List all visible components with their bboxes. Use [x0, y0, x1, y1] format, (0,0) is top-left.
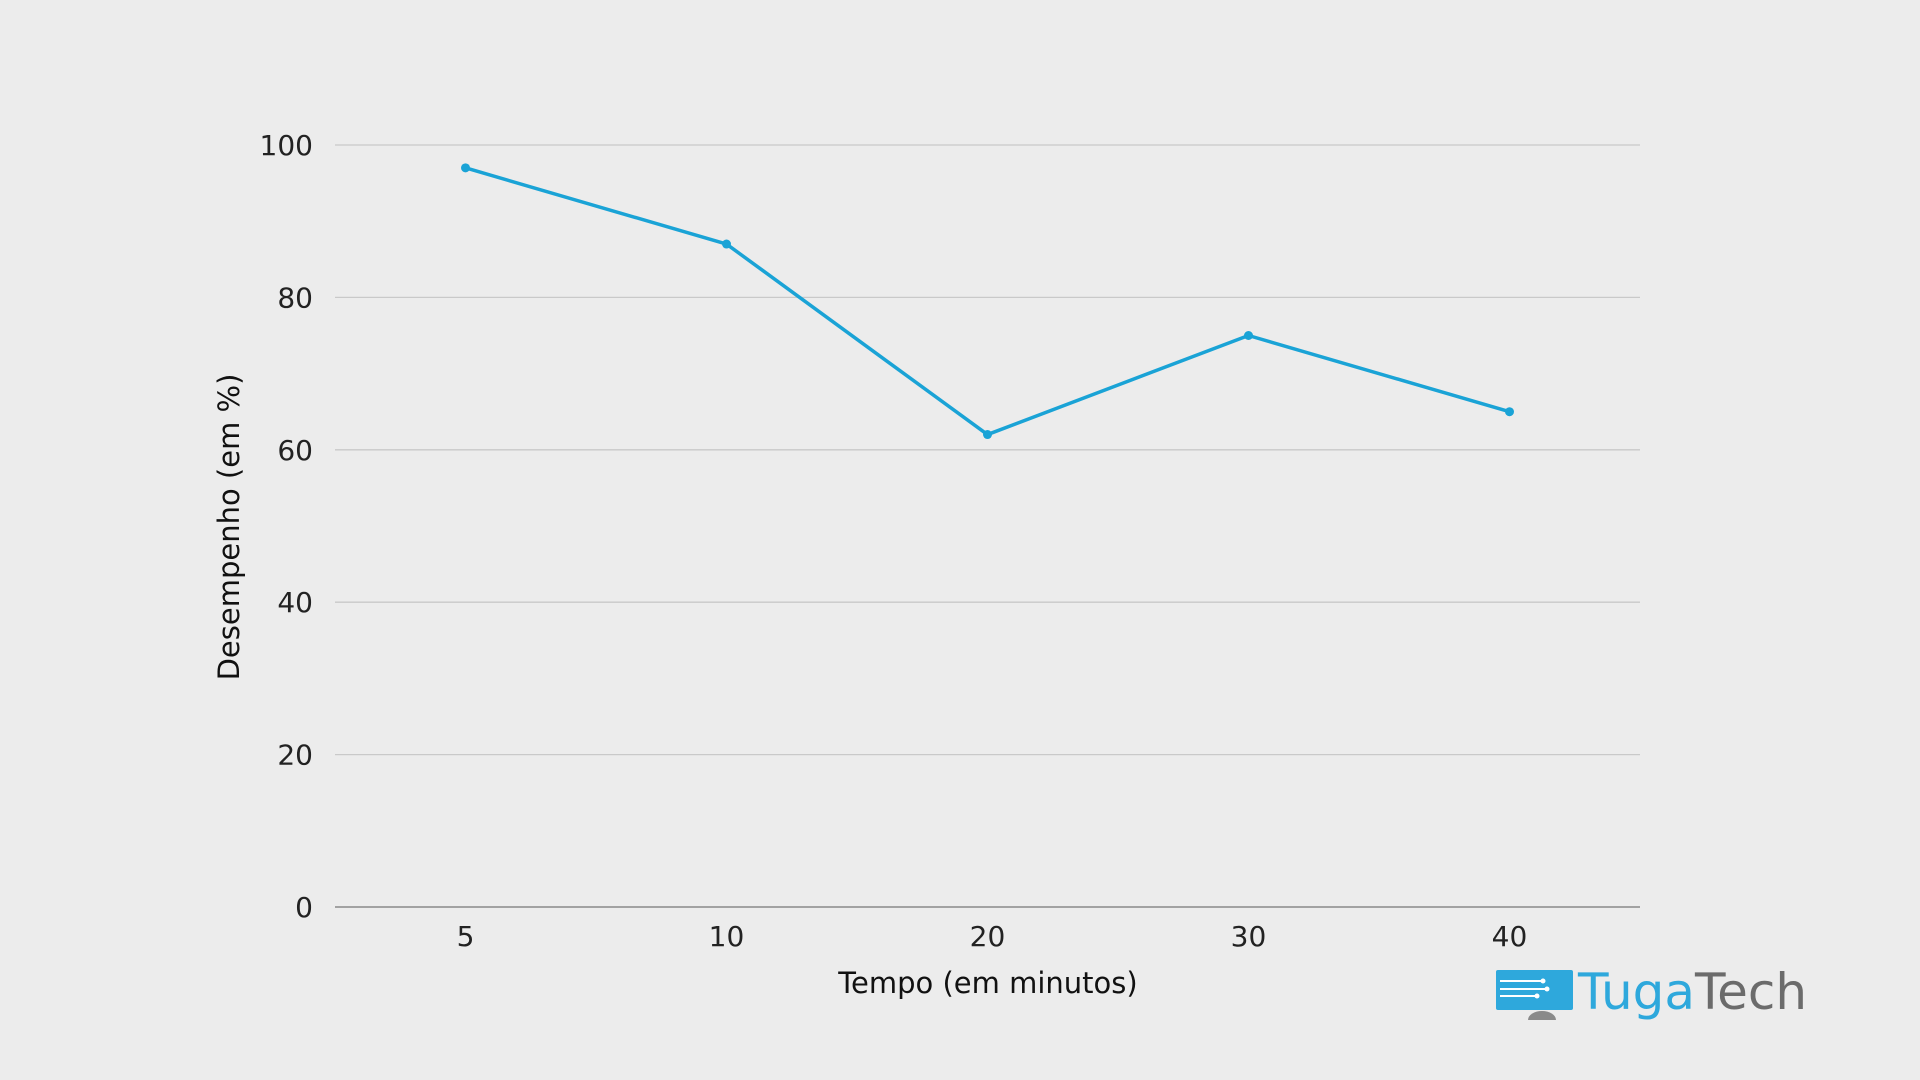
- x-axis-title: Tempo (em minutos): [837, 966, 1137, 1000]
- y-axis-title: Desempenho (em %): [212, 374, 246, 681]
- y-tick-label: 20: [277, 739, 313, 772]
- watermark-text-tuga: Tuga: [1577, 963, 1695, 1021]
- series-line: [465, 166, 1510, 437]
- x-tick-label: 20: [970, 920, 1006, 953]
- y-tick-label: 100: [260, 129, 313, 162]
- y-tick-label: 0: [295, 891, 313, 924]
- y-tick-label: 80: [277, 281, 313, 314]
- data-points: [461, 163, 1514, 440]
- watermark-text-tech: Tech: [1694, 963, 1807, 1021]
- tugatech-watermark: TugaTech: [1496, 963, 1807, 1021]
- data-point: [1244, 331, 1253, 340]
- gridlines: [335, 144, 1640, 756]
- x-tick-label: 30: [1231, 920, 1267, 953]
- y-tick-label: 40: [277, 586, 313, 619]
- data-point: [461, 163, 470, 173]
- monitor-circuit-icon: [1496, 970, 1573, 1020]
- watermark-text: TugaTech: [1577, 963, 1807, 1021]
- data-point: [722, 239, 731, 249]
- x-tick-label: 40: [1492, 920, 1528, 953]
- x-tick-labels: 5 10 20 30 40: [457, 920, 1528, 953]
- y-tick-label: 60: [277, 434, 313, 467]
- y-tick-labels: 0 20 40 60 80 100: [260, 129, 313, 924]
- x-tick-label: 5: [457, 920, 475, 953]
- data-point: [983, 430, 992, 440]
- data-point: [1505, 407, 1514, 417]
- x-tick-label: 10: [709, 920, 745, 953]
